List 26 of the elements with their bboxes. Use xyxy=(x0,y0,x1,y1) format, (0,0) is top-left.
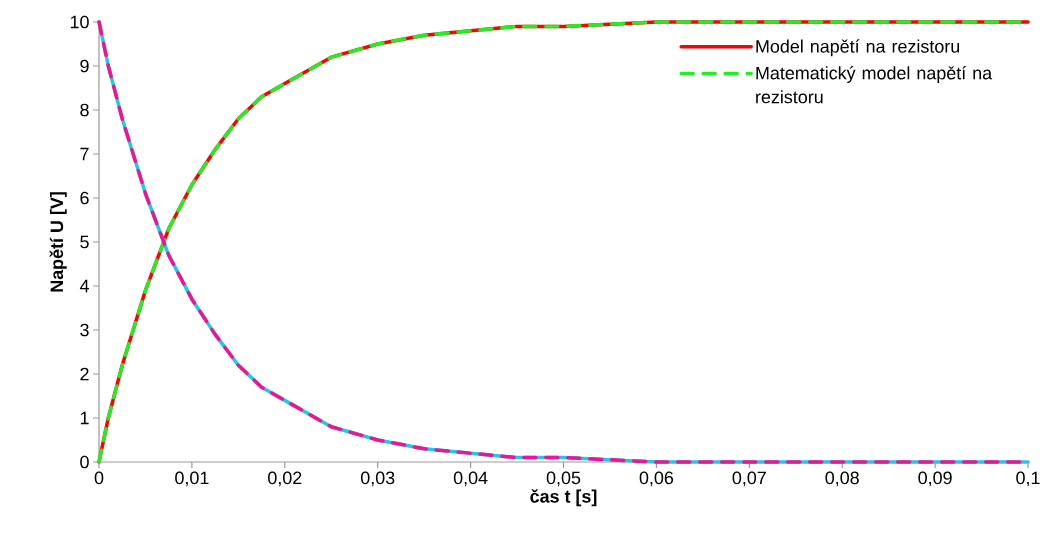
x-tick-label: 0,03 xyxy=(360,471,395,487)
y-tick-label: 5 xyxy=(80,235,89,249)
x-tick-label: 0,09 xyxy=(918,471,952,487)
y-tick-label: 9 xyxy=(80,59,89,73)
x-axis-title: čas t [s] xyxy=(530,489,597,507)
x-tick-label: 0,08 xyxy=(825,471,859,487)
x-tick-label: 0,07 xyxy=(732,471,766,487)
legend-label: Model napětí na rezistoru xyxy=(756,39,960,57)
x-tick-label: 0,1 xyxy=(1016,471,1040,487)
y-tick-label: 4 xyxy=(79,279,89,293)
y-tick-label: 10 xyxy=(70,15,89,29)
x-tick-label: 0 xyxy=(94,471,104,485)
y-tick-label: 2 xyxy=(80,367,89,381)
y-tick-label: 0 xyxy=(80,455,89,469)
y-tick-label: 1 xyxy=(80,411,89,425)
y-tick-label: 8 xyxy=(80,103,89,117)
y-tick-label: 3 xyxy=(80,323,89,337)
y-tick-label: 6 xyxy=(80,191,89,205)
legend-label: Matematický model napětí na rezistoru xyxy=(756,66,993,104)
y-axis-title: Napětí U [V] xyxy=(49,192,67,292)
x-tick-label: 0,04 xyxy=(453,471,488,487)
x-tick-label: 0,06 xyxy=(639,471,674,487)
x-tick-label: 0,02 xyxy=(268,471,302,487)
x-tick-label: 0,01 xyxy=(175,471,209,487)
y-tick-label: 7 xyxy=(80,147,89,161)
x-tick-label: 0,05 xyxy=(546,471,581,487)
